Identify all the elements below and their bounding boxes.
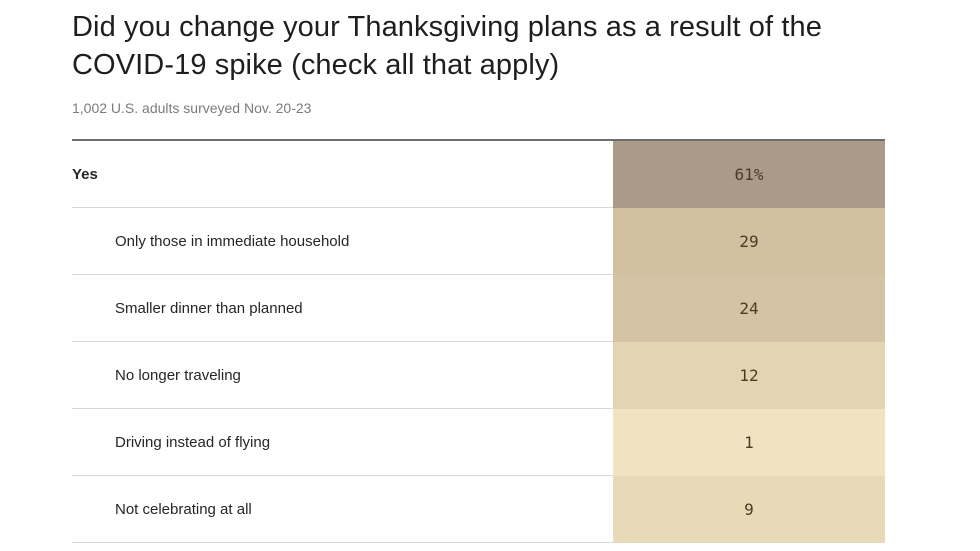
row-label: Yes: [72, 141, 613, 208]
row-value: 1: [744, 433, 754, 452]
table-row: No longer traveling 12: [72, 342, 885, 409]
row-label: Driving instead of flying: [72, 409, 613, 476]
table-row: Not celebrating at all 9: [72, 476, 885, 543]
row-value-cell: 24: [613, 275, 885, 342]
page-title: Did you change your Thanksgiving plans a…: [72, 11, 822, 81]
row-value-cell: 61%: [613, 141, 885, 208]
survey-table: Yes 61% Only those in immediate househol…: [72, 139, 885, 543]
row-value: 24: [739, 299, 759, 318]
row-label: No longer traveling: [72, 342, 613, 409]
row-value-cell: 29: [613, 208, 885, 275]
row-label: Smaller dinner than planned: [72, 275, 613, 342]
table-row: Only those in immediate household 29: [72, 208, 885, 275]
row-value-cell: 12: [613, 342, 885, 409]
row-value-cell: 9: [613, 476, 885, 543]
row-value: 29: [739, 232, 759, 251]
chart-card: Did you change your Thanksgiving plans a…: [72, 0, 885, 543]
row-value-cell: 1: [613, 409, 885, 476]
table-row: Driving instead of flying 1: [72, 409, 885, 476]
row-value: 9: [744, 500, 754, 519]
chart-subtitle: 1,002 U.S. adults surveyed Nov. 20-23: [72, 100, 312, 116]
row-label: Only those in immediate household: [72, 208, 613, 275]
row-label: Not celebrating at all: [72, 476, 613, 543]
row-value: 12: [739, 366, 759, 385]
row-value: 61%: [734, 165, 764, 184]
table-row: Smaller dinner than planned 24: [72, 275, 885, 342]
table-row: Yes 61%: [72, 141, 885, 208]
